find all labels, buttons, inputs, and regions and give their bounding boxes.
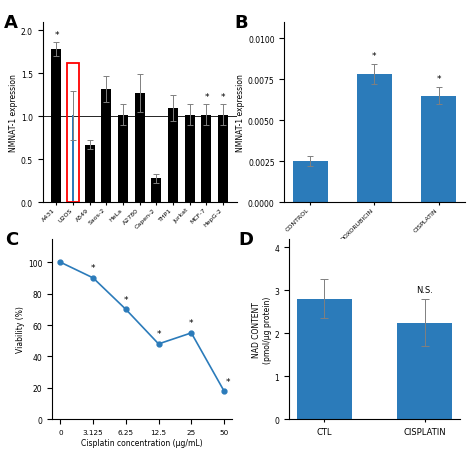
Bar: [168, 108, 178, 203]
Bar: [101, 90, 111, 203]
Bar: [185, 115, 195, 203]
Text: *: *: [189, 319, 193, 328]
Text: *: *: [124, 295, 128, 304]
Text: *: *: [204, 92, 209, 101]
Bar: [357, 75, 392, 203]
Bar: [152, 179, 162, 203]
Text: *: *: [156, 330, 161, 339]
Text: *: *: [154, 193, 159, 202]
Text: A: A: [4, 14, 18, 32]
Text: D: D: [238, 230, 253, 248]
Text: *: *: [91, 264, 95, 273]
Bar: [297, 299, 352, 419]
Bar: [135, 94, 145, 203]
Bar: [421, 97, 456, 203]
Text: C: C: [5, 230, 18, 248]
Bar: [52, 50, 62, 203]
Text: *: *: [221, 92, 226, 101]
Text: N.S.: N.S.: [416, 285, 433, 294]
Bar: [201, 115, 211, 203]
Text: B: B: [234, 14, 247, 32]
Bar: [72, 116, 74, 203]
Bar: [292, 162, 328, 203]
Bar: [118, 115, 128, 203]
Text: *: *: [372, 52, 377, 61]
Text: *: *: [88, 160, 92, 169]
Bar: [397, 323, 452, 419]
Y-axis label: NMNAT-1 expression: NMNAT-1 expression: [236, 74, 245, 152]
Text: *: *: [226, 377, 230, 387]
Y-axis label: NMNAT-1 expression: NMNAT-1 expression: [9, 74, 18, 152]
Text: *: *: [437, 75, 441, 84]
Text: *: *: [54, 31, 59, 40]
Bar: [67, 64, 79, 203]
Bar: [218, 115, 228, 203]
Y-axis label: Viability (%): Viability (%): [16, 306, 25, 353]
X-axis label: Cisplatin concentration (μg/mL): Cisplatin concentration (μg/mL): [82, 438, 203, 447]
Y-axis label: NAD CONTENT
(pmol/μg protein): NAD CONTENT (pmol/μg protein): [252, 295, 272, 363]
Bar: [85, 145, 95, 203]
